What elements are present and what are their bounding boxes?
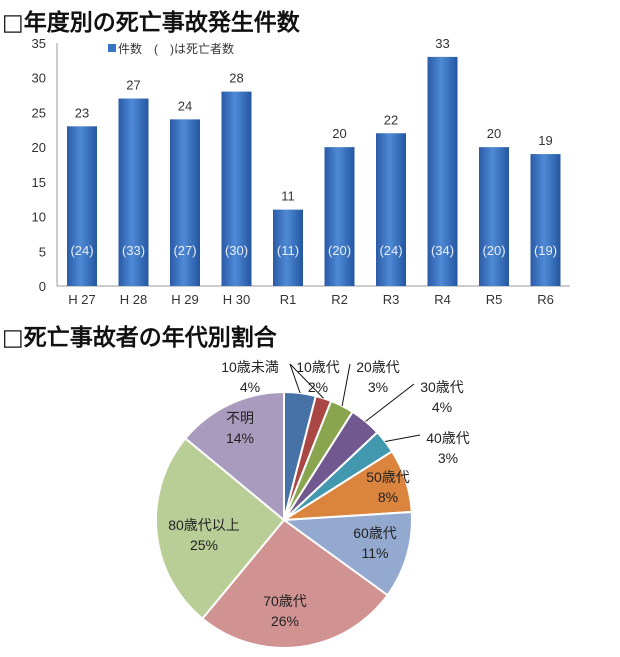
slice-percent: 2% bbox=[308, 379, 328, 395]
fatality-label: (34) bbox=[431, 243, 454, 258]
slice-percent: 26% bbox=[271, 613, 299, 629]
x-tick-label: H 27 bbox=[68, 292, 95, 307]
x-tick-label: R1 bbox=[280, 292, 297, 307]
bar bbox=[530, 154, 561, 286]
y-tick-label: 10 bbox=[32, 210, 46, 225]
y-tick-label: 30 bbox=[32, 71, 46, 86]
fatality-label: (30) bbox=[225, 243, 248, 258]
bar bbox=[118, 98, 149, 287]
leader-line bbox=[341, 363, 351, 407]
slice-percent: 8% bbox=[378, 489, 398, 505]
bar-value-label: 28 bbox=[229, 71, 243, 86]
slice-label: 60歳代 bbox=[353, 525, 397, 541]
bar bbox=[376, 133, 406, 286]
slice-label: 80歳代以上 bbox=[168, 517, 240, 533]
bar-value-label: 23 bbox=[75, 105, 89, 120]
y-tick-label: 0 bbox=[39, 279, 46, 294]
fatality-label: (24) bbox=[70, 243, 93, 258]
fatality-label: (19) bbox=[534, 243, 557, 258]
x-tick-label: R4 bbox=[434, 292, 451, 307]
fatality-label: (20) bbox=[482, 243, 505, 258]
slice-label: 10歳未満 bbox=[221, 359, 279, 375]
x-tick-label: H 30 bbox=[223, 292, 250, 307]
leader-line bbox=[365, 383, 415, 422]
slice-percent: 14% bbox=[226, 430, 254, 446]
slice-percent: 4% bbox=[432, 399, 452, 415]
slice-percent: 3% bbox=[438, 450, 458, 466]
leader-line bbox=[385, 434, 421, 443]
fatality-label: (20) bbox=[328, 243, 351, 258]
slice-percent: 4% bbox=[240, 379, 260, 395]
bar-value-label: 11 bbox=[281, 189, 295, 204]
leader-line bbox=[289, 363, 324, 399]
slice-label: 40歳代 bbox=[426, 430, 470, 446]
slice-label: 不明 bbox=[226, 410, 254, 426]
pie-slice bbox=[155, 437, 286, 621]
bar-value-label: 20 bbox=[332, 126, 346, 141]
bar bbox=[221, 91, 252, 286]
y-tick-label: 25 bbox=[32, 105, 46, 120]
slice-percent: 11% bbox=[362, 545, 389, 561]
bar-value-label: 33 bbox=[435, 36, 449, 51]
x-tick-label: H 29 bbox=[171, 292, 198, 307]
slice-label: 20歳代 bbox=[356, 359, 400, 375]
y-tick-label: 15 bbox=[32, 175, 46, 190]
x-tick-label: R3 bbox=[383, 292, 400, 307]
fatality-label: (33) bbox=[122, 243, 145, 258]
slice-label: 70歳代 bbox=[263, 593, 307, 609]
bar bbox=[170, 119, 200, 286]
bar-value-label: 19 bbox=[538, 133, 552, 148]
bar bbox=[67, 126, 97, 286]
y-tick-label: 5 bbox=[39, 244, 46, 259]
pie-chart-title: □死亡事故者の年代別割合 bbox=[2, 325, 277, 351]
pie-slice bbox=[183, 390, 285, 523]
bar-value-label: 20 bbox=[487, 126, 501, 141]
leader-line bbox=[289, 363, 301, 394]
slice-percent: 3% bbox=[368, 379, 388, 395]
bar bbox=[479, 147, 509, 286]
bar-chart-title: □年度別の死亡事故発生件数 bbox=[2, 10, 300, 36]
x-tick-label: R6 bbox=[537, 292, 554, 307]
pie-slice bbox=[281, 510, 413, 597]
fatality-label: (11) bbox=[277, 243, 299, 258]
slice-percent: 25% bbox=[190, 537, 218, 553]
bar bbox=[324, 147, 355, 286]
fatality-label: (24) bbox=[379, 243, 402, 258]
bar-chart: 0 5 10 15 20 25 30 35 件数 ( )は死亡者数 23 (24) H 27 27 (33… bbox=[32, 36, 570, 307]
bar-value-label: 27 bbox=[126, 78, 140, 93]
x-tick-label: R5 bbox=[486, 292, 503, 307]
bar-value-label: 24 bbox=[178, 98, 192, 113]
legend-swatch bbox=[108, 44, 116, 52]
x-tick-label: H 28 bbox=[120, 292, 147, 307]
slice-label: 10歳代 bbox=[296, 359, 340, 375]
bar-value-label: 22 bbox=[384, 112, 398, 127]
slice-label: 30歳代 bbox=[420, 379, 464, 395]
x-tick-label: R2 bbox=[331, 292, 348, 307]
slice-label: 50歳代 bbox=[366, 469, 410, 485]
y-tick-label: 35 bbox=[32, 36, 46, 51]
legend-label: 件数 ( )は死亡者数 bbox=[118, 41, 234, 56]
bar bbox=[273, 209, 303, 286]
y-tick-label: 20 bbox=[32, 140, 46, 155]
pie-slice bbox=[201, 518, 389, 649]
fatality-label: (27) bbox=[173, 243, 196, 258]
bar bbox=[427, 56, 458, 287]
